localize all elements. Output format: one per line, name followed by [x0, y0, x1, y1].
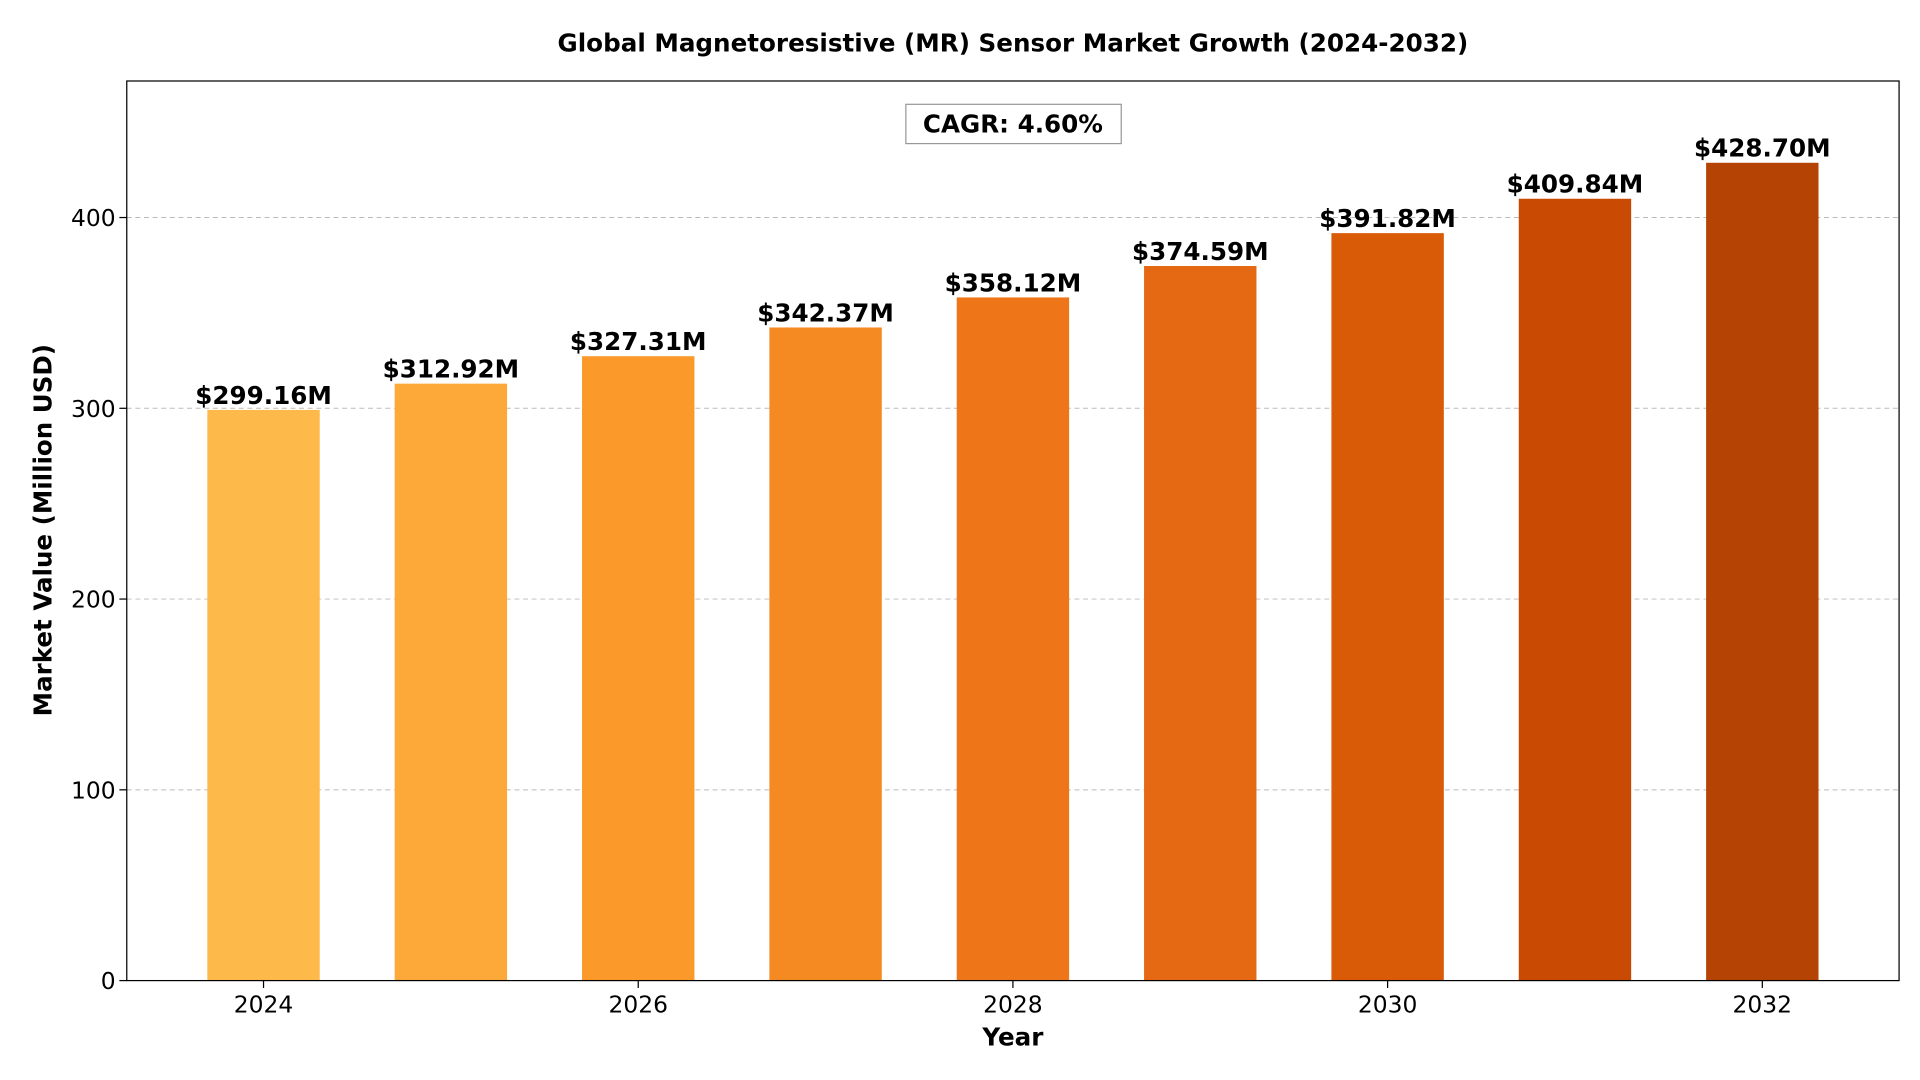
data-label-2027: $342.37M	[757, 298, 894, 327]
data-labels: $299.16M $312.92M $327.31M $342.37M $358.12M…	[195, 134, 1830, 410]
y-tick-label: 300	[71, 395, 116, 423]
data-label-2028: $358.12M	[945, 268, 1082, 297]
cagr-annotation: CAGR: 4.60%	[905, 103, 1122, 145]
bar-2032	[1706, 162, 1819, 981]
x-tick-label: 2030	[1358, 991, 1418, 1019]
bar-2029	[1144, 266, 1257, 981]
bar-2031	[1518, 198, 1632, 981]
cagr-text: CAGR: 4.60%	[923, 110, 1103, 139]
x-tick-label: 2028	[983, 991, 1043, 1019]
bar-2028	[956, 297, 1070, 981]
cagr-box	[905, 103, 1122, 145]
bar-2024	[207, 409, 320, 981]
y-tick-label: 200	[71, 586, 116, 614]
x-tick-label: 2026	[608, 991, 668, 1019]
data-label-2030: $391.82M	[1319, 204, 1456, 233]
bar-2027	[769, 327, 882, 981]
bar-2026	[582, 356, 695, 981]
bars	[207, 162, 1819, 981]
data-label-2029: $374.59M	[1132, 237, 1269, 266]
chart-title: Global Magnetoresistive (MR) Sensor Mark…	[558, 29, 1469, 58]
data-label-2025: $312.92M	[383, 355, 520, 384]
x-tick-label: 2032	[1733, 991, 1793, 1019]
y-tick-label: 100	[71, 776, 116, 804]
x-tick-label: 2024	[234, 991, 294, 1019]
bar-2030	[1331, 233, 1444, 981]
x-axis-label: Year	[981, 1023, 1044, 1052]
data-label-2024: $299.16M	[195, 381, 332, 410]
data-label-2026: $327.31M	[570, 327, 707, 356]
data-label-2031: $409.84M	[1507, 170, 1644, 199]
data-label-2032: $428.70M	[1694, 134, 1831, 163]
y-tick-label: 0	[101, 967, 116, 995]
y-axis-ticks: 0 100 200 300 400	[71, 204, 127, 995]
bar-2025	[394, 383, 508, 981]
y-tick-label: 400	[71, 204, 116, 232]
x-axis-ticks: 2024 2026 2028 2030 2032	[234, 980, 1793, 1019]
y-axis-label: Market Value (Million USD)	[29, 344, 58, 716]
